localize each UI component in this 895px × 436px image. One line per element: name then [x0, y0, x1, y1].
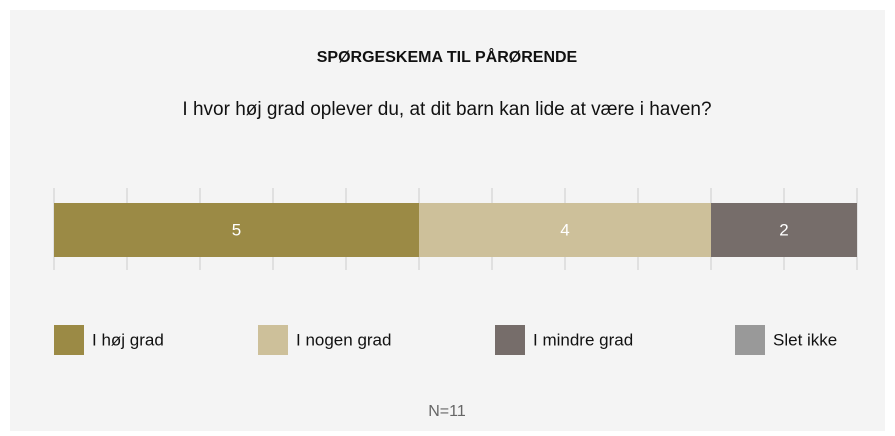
- data-label: 4: [560, 220, 569, 239]
- legend-swatch: [495, 325, 525, 355]
- legend-swatch: [54, 325, 84, 355]
- legend-label: I mindre grad: [533, 330, 633, 349]
- data-label: 5: [232, 220, 241, 239]
- legend-swatch: [258, 325, 288, 355]
- annotation: N=11: [428, 403, 466, 420]
- legend-label: Slet ikke: [773, 330, 837, 349]
- legend-label: I nogen grad: [296, 330, 391, 349]
- chart-subtitle: I hvor høj grad oplever du, at dit barn …: [182, 99, 711, 120]
- bar-segment: [711, 203, 857, 257]
- data-label: 2: [779, 220, 788, 239]
- bar-segment: [54, 203, 419, 257]
- bar-segment: [419, 203, 711, 257]
- chart-title: SPØRGESKEMA TIL PÅRØRENDE: [317, 47, 578, 66]
- legend-label: I høj grad: [92, 330, 164, 349]
- legend-swatch: [735, 325, 765, 355]
